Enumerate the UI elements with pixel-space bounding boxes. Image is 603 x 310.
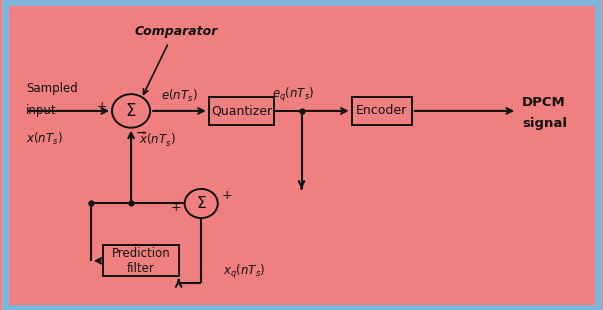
Text: −: − (135, 126, 147, 140)
Text: $e(nT_s)$: $e(nT_s)$ (161, 88, 198, 104)
Text: DPCM: DPCM (522, 96, 566, 109)
Text: $e_q(nT_s)$: $e_q(nT_s)$ (271, 86, 314, 104)
Text: $x_q(nT_s)$: $x_q(nT_s)$ (223, 263, 265, 281)
Bar (352, 97, 412, 125)
Text: Sampled: Sampled (26, 82, 78, 95)
Text: +: + (221, 189, 232, 202)
Bar (209, 97, 274, 125)
Text: Σ: Σ (126, 102, 136, 120)
Text: Comparator: Comparator (134, 25, 218, 38)
Text: signal: signal (522, 117, 567, 130)
Text: input: input (26, 104, 57, 117)
Bar (104, 246, 178, 276)
Text: $x(nT_s)$: $x(nT_s)$ (26, 131, 63, 147)
Text: Encoder: Encoder (356, 104, 408, 117)
Text: Σ: Σ (197, 196, 206, 211)
Text: +: + (171, 202, 181, 215)
Text: +: + (96, 100, 107, 113)
Text: Quantizer: Quantizer (211, 104, 272, 117)
Text: $\hat{x}(nT_s)$: $\hat{x}(nT_s)$ (139, 131, 175, 149)
Text: Prediction
filter: Prediction filter (112, 247, 171, 275)
